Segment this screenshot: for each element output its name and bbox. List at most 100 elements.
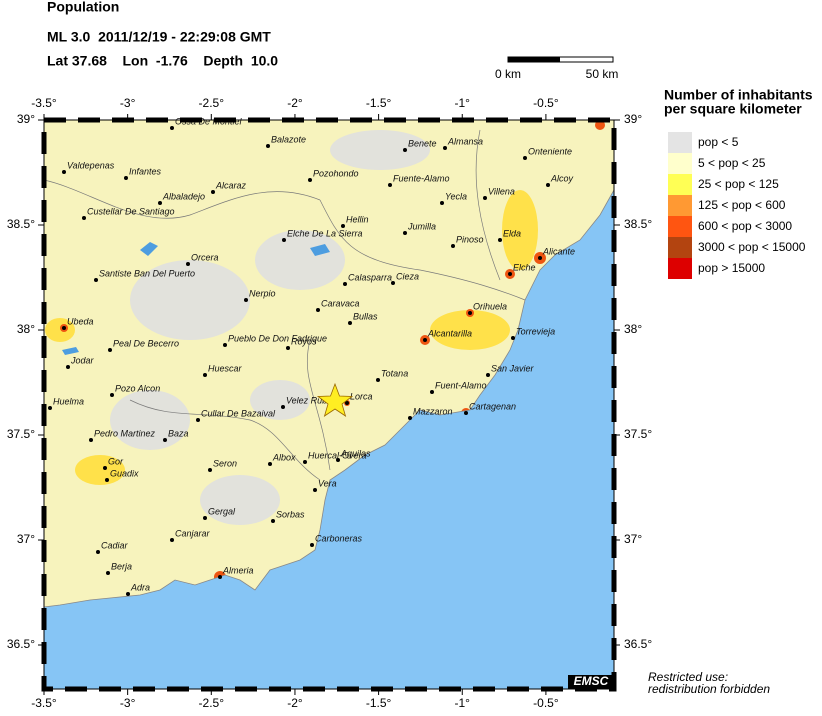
city-dot <box>89 438 93 442</box>
city-dot <box>110 393 114 397</box>
city-label: Pozohondo <box>313 168 359 178</box>
populated-areas <box>45 190 538 485</box>
city-label: San Javier <box>491 363 535 373</box>
lakes <box>62 242 330 355</box>
city-dot <box>223 343 227 347</box>
city-label: Gergal <box>208 506 236 516</box>
city-label: Balazote <box>271 134 306 144</box>
city-dot <box>281 405 285 409</box>
city-label: Elche De La Sierra <box>287 228 363 238</box>
city-dot <box>282 238 286 242</box>
city-dot <box>408 416 412 420</box>
city-dot <box>96 550 100 554</box>
city-dot <box>48 406 52 410</box>
scale-bar: 0 km 50 km <box>495 56 619 81</box>
badge-bg <box>568 675 614 689</box>
city-label: Onteniente <box>528 146 572 156</box>
location-info: Lat 37.68 Lon -1.76 Depth 10.0 <box>47 53 278 69</box>
city-dot <box>423 338 427 342</box>
legend-label: 125 < pop < 600 <box>698 198 786 212</box>
legend-label: 25 < pop < 125 <box>698 177 779 191</box>
city-dot <box>203 516 207 520</box>
city-label: Almeria <box>222 565 254 575</box>
scale-bar-segment <box>508 57 560 62</box>
city-label: Torrevieja <box>516 326 555 336</box>
legend-title: per square kilometer <box>664 101 802 117</box>
city-label: Alicante <box>542 246 575 256</box>
city-dot <box>336 458 340 462</box>
city-dot <box>271 519 275 523</box>
city-dot <box>163 438 167 442</box>
city-label: Fuente-Alamo <box>393 173 450 183</box>
city-label: Custellar De Santiago <box>87 206 175 216</box>
city-label: Valdepenas <box>67 160 115 170</box>
cities: Ossa De Montiel Balazote Benete Almansa Onte… <box>48 116 575 596</box>
city-label: Elche <box>513 262 536 272</box>
city-label: Almansa <box>447 136 483 146</box>
title: Population <box>47 0 119 15</box>
city-dot <box>106 571 110 575</box>
lon-tick-label: -2° <box>287 96 303 110</box>
lon-tick-label: -3° <box>120 96 136 110</box>
scale-end: 50 km <box>586 67 619 81</box>
city-label: Villena <box>488 186 515 196</box>
legend-title: Number of inhabitants <box>664 87 813 103</box>
city-dot <box>316 308 320 312</box>
legend-swatch <box>668 174 692 195</box>
legend-label: pop > 15000 <box>698 261 765 275</box>
lon-tick-label: -3° <box>120 696 136 710</box>
legend-swatch <box>668 258 692 279</box>
lat-tick-label: 37° <box>624 532 642 546</box>
notice-line: redistribution forbidden <box>648 682 770 696</box>
city-label: Adra <box>130 582 150 592</box>
city-label: Nerpio <box>249 288 276 298</box>
city-label: Jodar <box>70 355 95 365</box>
city-dot <box>443 146 447 150</box>
city-label: Cadiar <box>101 540 129 550</box>
city-label: Santiste Ban Del Puerto <box>99 268 195 278</box>
city-label: Yecla <box>445 191 467 201</box>
city-dot <box>538 256 542 260</box>
city-dot <box>244 298 248 302</box>
city-dot <box>308 178 312 182</box>
city-label: Aguilas <box>340 448 371 458</box>
city-dot <box>186 262 190 266</box>
legend-label: 600 < pop < 3000 <box>698 219 792 233</box>
city-dot <box>124 176 128 180</box>
city-label: Alcoy <box>550 173 574 183</box>
city-label: Cartagenan <box>469 401 516 411</box>
city-dot <box>511 336 515 340</box>
city-label: Bullas <box>353 311 378 321</box>
city-label: Caravaca <box>321 298 360 308</box>
city-label: Cieza <box>396 271 419 281</box>
city-dot <box>286 346 290 350</box>
city-dot <box>62 170 66 174</box>
city-label: Seron <box>213 458 237 468</box>
event-info: ML 3.0 2011/12/19 - 22:29:08 GMT <box>47 29 271 45</box>
city-dot <box>268 462 272 466</box>
city-dot <box>158 201 162 205</box>
lon-tick-label: -2.5° <box>199 96 225 110</box>
lon-tick-label: -2° <box>287 696 303 710</box>
city-dot <box>313 488 317 492</box>
city-label: Canjarar <box>175 528 211 538</box>
city-label: Ubeda <box>67 316 94 326</box>
legend-label: 5 < pop < 25 <box>698 156 766 170</box>
city-label: Velez Rubio <box>286 395 334 405</box>
city-dot <box>341 224 345 228</box>
city-dot <box>266 144 270 148</box>
city-dot <box>211 190 215 194</box>
legend-swatch <box>668 216 692 237</box>
city-label: Huercal-Overa <box>308 450 367 460</box>
city-label: Gor <box>108 456 124 466</box>
legend: pop < 5 5 < pop < 25 25 < pop < 125 125 < p… <box>668 132 806 279</box>
lat-tick-label: 36.5° <box>7 637 35 651</box>
notice-line: Restricted use: <box>648 670 728 684</box>
city-dot <box>170 538 174 542</box>
city-label: Sorbas <box>276 509 305 519</box>
city-label: Guadix <box>110 468 139 478</box>
city-label: Fuent-Alamo <box>435 380 487 390</box>
lat-tick-label: 39° <box>624 112 642 126</box>
city-label: Albaladejo <box>162 191 205 201</box>
